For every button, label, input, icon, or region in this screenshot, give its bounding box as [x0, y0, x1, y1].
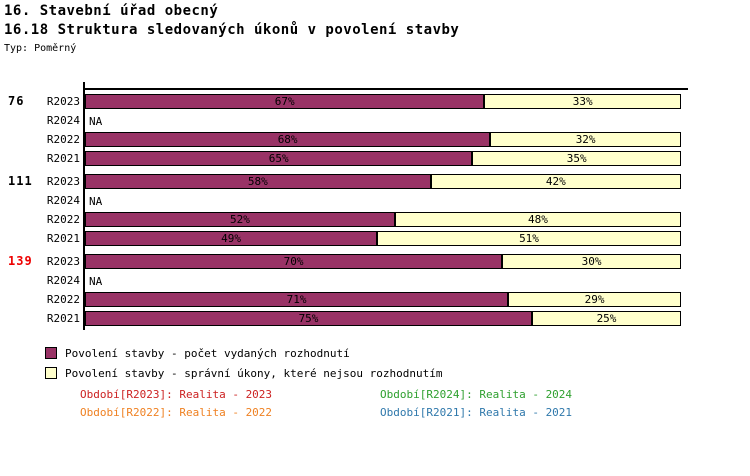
bar-admin-acts-segment: 35%	[472, 151, 681, 166]
bar-area: 75% 25%	[85, 311, 681, 326]
bar-value-label: 32%	[575, 133, 596, 146]
bar-value-label: 71%	[286, 293, 307, 306]
period-label: R2021	[46, 152, 80, 165]
bar-decisions-segment: 67%	[85, 94, 485, 109]
na-label: NA	[89, 275, 103, 288]
chart-row: R2024 NA	[0, 191, 681, 210]
period-label: R2021	[46, 232, 80, 245]
y-axis-line	[83, 82, 85, 330]
period-label: R2024	[46, 194, 80, 207]
bar-value-label: 49%	[221, 232, 241, 245]
legend-label-admin-acts: Povolení stavby - správní úkony, které n…	[65, 366, 443, 380]
report-title: 16. Stavební úřad obecný	[4, 3, 219, 19]
bar-value-label: 52%	[230, 213, 250, 226]
bar-value-label: 30%	[581, 255, 602, 268]
legend-swatch-admin-acts	[45, 367, 57, 379]
bar-admin-acts-segment: 32%	[490, 132, 681, 147]
bar-admin-acts-segment: 25%	[532, 311, 681, 326]
bar-value-label: 29%	[584, 293, 605, 306]
chart-legend: Povolení stavby - počet vydaných rozhodn…	[45, 343, 443, 383]
group-count-label: 111	[8, 174, 33, 188]
bar-area: NA	[85, 113, 681, 128]
bar-admin-acts-segment: 42%	[430, 174, 681, 189]
report-subtitle: 16.18 Struktura sledovaných úkonů v povo…	[4, 22, 460, 38]
bar-admin-acts-segment: 30%	[502, 254, 681, 269]
bar-decisions-segment: 58%	[85, 174, 431, 189]
bar-value-label: 58%	[247, 175, 268, 188]
bar-admin-acts-segment: 48%	[394, 212, 681, 227]
chart-row: R2022 71% 29%	[0, 290, 681, 309]
chart-rows: 76 R2023 67% 33% R2024 NA R2022 68% 32% R2021 65% 3…	[0, 92, 681, 328]
bar-value-label: 25%	[596, 312, 617, 325]
period-label: R2021	[46, 312, 80, 325]
bar-value-label: 70%	[283, 255, 304, 268]
bar-area: 58% 42%	[85, 174, 681, 189]
bar-area: 49% 51%	[85, 231, 681, 246]
bar-value-label: 67%	[274, 95, 295, 108]
bar-decisions-segment: 65%	[85, 151, 473, 166]
period-footnotes: Období[R2023]: Realita - 2023 Období[R20…	[80, 386, 680, 422]
chart-row: R2021 49% 51%	[0, 229, 681, 248]
bar-value-label: 33%	[572, 95, 593, 108]
chart-row: 111 R2023 58% 42%	[0, 172, 681, 191]
chart-row: 139 R2023 70% 30%	[0, 252, 681, 271]
legend-item-decisions: Povolení stavby - počet vydaných rozhodn…	[45, 343, 443, 363]
period-label: R2024	[46, 114, 80, 127]
period-label: R2022	[46, 213, 80, 226]
footnote-r2022: Období[R2022]: Realita - 2022	[80, 406, 273, 419]
footnote-r2021: Období[R2021]: Realita - 2021	[380, 406, 573, 419]
bar-value-label: 65%	[268, 152, 289, 165]
report-type-label: Typ: Poměrný	[4, 43, 77, 54]
na-label: NA	[89, 115, 103, 128]
bar-area: 70% 30%	[85, 254, 681, 269]
legend-swatch-decisions	[45, 347, 57, 359]
bar-area: NA	[85, 193, 681, 208]
bar-admin-acts-segment: 33%	[484, 94, 681, 109]
period-label: R2023	[46, 175, 80, 188]
bar-value-label: 68%	[277, 133, 298, 146]
bar-area: 52% 48%	[85, 212, 681, 227]
period-label: R2024	[46, 274, 80, 287]
bar-area: 67% 33%	[85, 94, 681, 109]
chart-row: R2022 52% 48%	[0, 210, 681, 229]
bar-decisions-segment: 49%	[85, 231, 378, 246]
period-label: R2022	[46, 133, 80, 146]
chart-row: R2021 75% 25%	[0, 309, 681, 328]
bar-area: 65% 35%	[85, 151, 681, 166]
bar-value-label: 75%	[298, 312, 319, 325]
chart-row: R2021 65% 35%	[0, 149, 681, 168]
bar-value-label: 35%	[566, 152, 587, 165]
group-count-label: 76	[8, 94, 25, 108]
bar-area: NA	[85, 273, 681, 288]
chart-row: R2024 NA	[0, 111, 681, 130]
chart-row: R2022 68% 32%	[0, 130, 681, 149]
period-label: R2023	[46, 95, 80, 108]
footnote-r2023: Období[R2023]: Realita - 2023	[80, 388, 273, 401]
bar-admin-acts-segment: 51%	[377, 231, 681, 246]
report-header: 16. Stavební úřad obecný 16.18 Struktura…	[4, 2, 459, 56]
bar-decisions-segment: 75%	[85, 311, 532, 326]
chart-row: 76 R2023 67% 33%	[0, 92, 681, 111]
na-label: NA	[89, 195, 103, 208]
legend-label-decisions: Povolení stavby - počet vydaných rozhodn…	[65, 346, 350, 360]
x-axis-line	[83, 88, 688, 90]
bar-value-label: 48%	[528, 213, 548, 226]
bar-value-label: 51%	[519, 232, 539, 245]
period-label: R2022	[46, 293, 80, 306]
group-count-label: 139	[8, 254, 33, 268]
period-label: R2023	[46, 255, 80, 268]
bar-decisions-segment: 52%	[85, 212, 395, 227]
bar-admin-acts-segment: 29%	[508, 292, 681, 307]
chart-row: R2024 NA	[0, 271, 681, 290]
bar-value-label: 42%	[545, 175, 566, 188]
bar-decisions-segment: 71%	[85, 292, 509, 307]
bar-decisions-segment: 68%	[85, 132, 491, 147]
bar-decisions-segment: 70%	[85, 254, 503, 269]
legend-item-admin-acts: Povolení stavby - správní úkony, které n…	[45, 363, 443, 383]
footnote-r2024: Období[R2024]: Realita - 2024	[380, 388, 573, 401]
bar-area: 71% 29%	[85, 292, 681, 307]
bar-area: 68% 32%	[85, 132, 681, 147]
